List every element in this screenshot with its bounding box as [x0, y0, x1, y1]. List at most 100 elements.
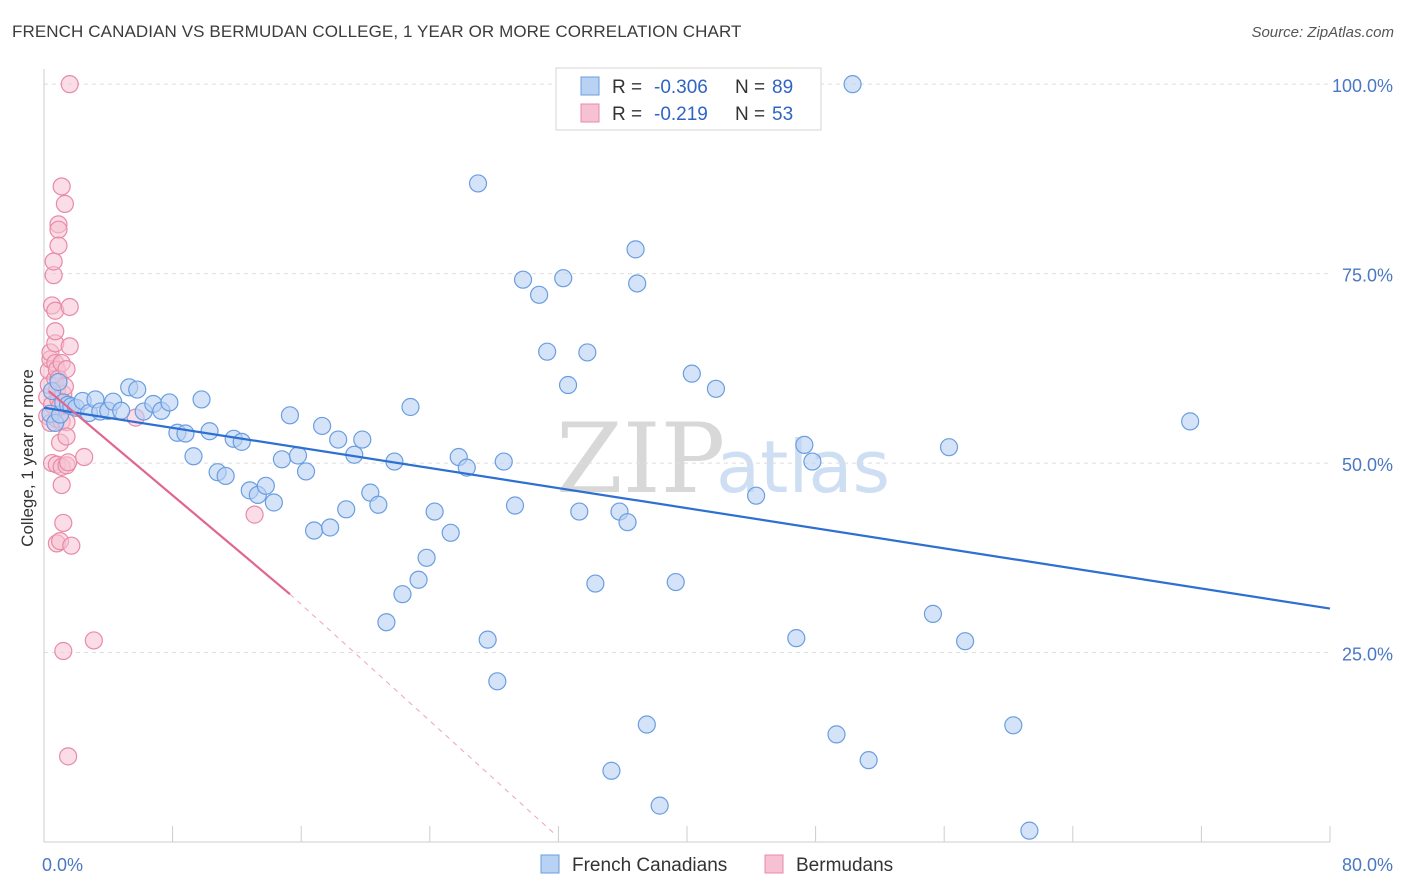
- french-canadians-point-41: [321, 518, 340, 537]
- bottom-legend-swatch-blue: [540, 854, 560, 874]
- french-canadians-point-64: [530, 285, 549, 304]
- french-canadians-point-40: [312, 416, 332, 436]
- french-canadians-point-65: [538, 342, 557, 361]
- french-canadians-point-34: [264, 493, 283, 512]
- french-canadians-point-47: [369, 495, 388, 514]
- french-canadians-point-35: [272, 450, 292, 469]
- french-canadians-point-21: [160, 393, 179, 412]
- bottom-legend-swatch-pink: [764, 854, 784, 874]
- french-canadians-point-25: [192, 390, 211, 409]
- bermudans-point-48: [60, 297, 79, 317]
- french-canadians-point-67: [558, 375, 578, 395]
- french-canadians-point-39: [304, 521, 324, 540]
- bermudans-point-34: [52, 475, 71, 495]
- legend-n-value-1: 89: [772, 77, 793, 98]
- french-canadians-point-69: [578, 343, 597, 362]
- bermudans-point-11: [44, 252, 63, 271]
- french-canadians-point-75: [628, 274, 647, 293]
- bermudans-point-42: [57, 427, 76, 446]
- french-canadians-point-57: [457, 458, 476, 477]
- french-canadians-point-36: [280, 406, 300, 425]
- french-canadians-point-78: [666, 572, 685, 592]
- bermudans-points: [38, 75, 264, 766]
- french-canadians-point-68: [570, 502, 589, 521]
- french-canadians-point-93: [1181, 412, 1200, 431]
- y-tick-label-2: 75.0%: [1342, 266, 1393, 286]
- french-canadians-point-54: [425, 502, 444, 521]
- bermudans-point-15: [46, 322, 65, 341]
- bermudans-point-44: [59, 747, 78, 766]
- french-canadians-point-86: [843, 75, 862, 94]
- bermudans-point-53: [245, 505, 264, 524]
- legend-r-value-1: -0.306: [654, 77, 708, 98]
- chart-source: Source: ZipAtlas.com: [1251, 24, 1394, 41]
- french-canadians-point-26: [200, 422, 219, 441]
- bermudans-point-35: [54, 513, 73, 533]
- french-canadians-point-80: [706, 379, 726, 398]
- bottom-legend-bermudans: Bermudans: [796, 855, 893, 876]
- legend-n-label-2: N =: [735, 104, 770, 125]
- french-canadians-trend-line: [43, 406, 1331, 610]
- french-canadians-point-84: [803, 452, 822, 471]
- bermudans-point-50: [75, 447, 94, 467]
- x-tick-label-1: 80.0%: [1342, 855, 1393, 875]
- french-canadians-point-58: [468, 174, 488, 193]
- bermudans-point-40: [57, 360, 76, 379]
- legend-r-label-2: R =: [612, 104, 647, 125]
- bermudans-point-23: [49, 220, 68, 239]
- french-canadians-point-91: [1004, 716, 1023, 735]
- french-canadians-point-79: [682, 364, 701, 383]
- french-canadians-point-76: [637, 715, 656, 734]
- legend-swatch-blue: [580, 76, 600, 96]
- french-canadians-point-77: [650, 796, 669, 815]
- watermark-zip: ZIP: [556, 403, 725, 515]
- french-canadians-point-92: [1020, 821, 1039, 840]
- trend-lines: [43, 390, 1331, 835]
- french-canadians-point-52: [409, 570, 428, 589]
- bottom-legend-french-canadians: French Canadians: [572, 855, 727, 876]
- legend-n-value-2: 53: [772, 104, 793, 125]
- french-canadians-point-38: [296, 462, 316, 481]
- bermudans-point-30: [52, 177, 71, 196]
- french-canadians-point-45: [353, 430, 372, 449]
- french-canadians-point-87: [859, 751, 878, 770]
- french-canadians-point-51: [401, 397, 420, 417]
- series-legend: French Canadians Bermudans: [540, 854, 893, 876]
- legend-swatch-pink: [580, 103, 600, 123]
- y-axis-label: College, 1 year or more: [18, 369, 37, 547]
- bermudans-point-49: [62, 536, 81, 555]
- french-canadians-point-60: [488, 672, 507, 691]
- french-canadians-point-37: [288, 446, 308, 465]
- french-canadians-point-81: [747, 486, 766, 505]
- french-canadians-point-63: [513, 270, 533, 289]
- french-canadians-point-55: [441, 523, 460, 542]
- bermudans-point-51: [84, 631, 103, 650]
- french-canadians-point-15: [112, 401, 131, 420]
- french-canadians-point-53: [417, 548, 436, 567]
- legend-n-label-1: N =: [735, 77, 770, 98]
- bermudans-point-24: [49, 236, 68, 255]
- french-canadians-point-82: [787, 629, 806, 648]
- french-canadians-point-28: [216, 466, 235, 486]
- axes: [43, 69, 1331, 843]
- legend-r-value-2: -0.219: [654, 104, 708, 125]
- french-canadians-point-48: [377, 613, 396, 632]
- french-canadians-point-89: [939, 438, 959, 457]
- french-canadians-points: [41, 75, 1200, 840]
- bermudans-point-46: [60, 75, 79, 94]
- french-canadians-point-50: [393, 585, 412, 604]
- french-canadians-point-71: [602, 761, 621, 780]
- french-canadians-point-30: [232, 432, 251, 451]
- bermudans-point-47: [60, 337, 79, 356]
- french-canadians-point-66: [554, 269, 573, 288]
- legend-r-label-1: R =: [612, 77, 647, 98]
- legend-box: [555, 67, 822, 131]
- y-tick-label-1: 50.0%: [1342, 455, 1393, 475]
- x-tick-label-0: 0.0%: [42, 855, 83, 875]
- french-canadians-point-3: [49, 372, 68, 392]
- french-canadians-point-42: [329, 430, 348, 449]
- y-tick-labels: 25.0% 50.0% 75.0% 100.0%: [1332, 76, 1393, 664]
- french-canadians-point-33: [256, 476, 275, 495]
- bermudans-point-45: [59, 453, 78, 472]
